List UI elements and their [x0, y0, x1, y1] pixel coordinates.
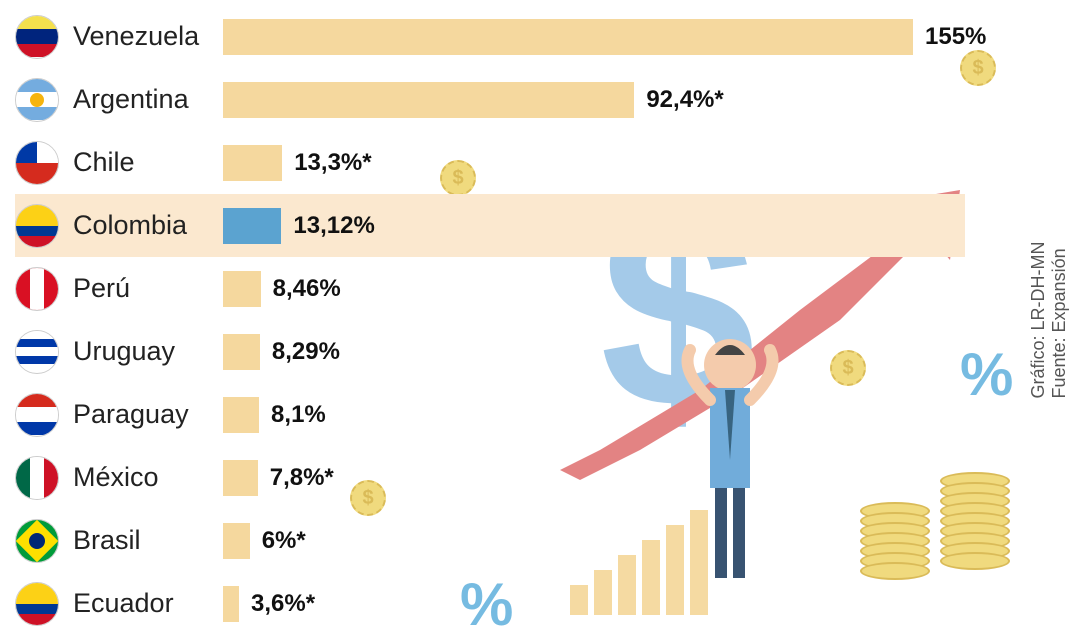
bar — [223, 82, 634, 118]
bar — [223, 208, 281, 244]
bar — [223, 145, 282, 181]
flag-icon — [15, 330, 59, 374]
bar-container: 8,29% — [223, 332, 965, 372]
bar — [223, 19, 913, 55]
flag-icon — [15, 267, 59, 311]
value-label: 13,12% — [293, 212, 374, 240]
chart-row: Colombia 13,12% — [15, 194, 965, 257]
bar — [223, 397, 259, 433]
value-label: 7,8%* — [270, 464, 334, 492]
bar-container: 7,8%* — [223, 458, 965, 498]
bar-container: 92,4%* — [223, 80, 965, 120]
value-label: 13,3%* — [294, 149, 371, 177]
chart-row: Argentina 92,4%* — [15, 68, 965, 131]
bar — [223, 523, 250, 559]
source-credit: Fuente: Expansión — [1049, 241, 1070, 398]
chart-row: Chile 13,3%* — [15, 131, 965, 194]
credits: Gráfico: LR-DH-MN Fuente: Expansión — [1028, 233, 1070, 406]
chart-row: Venezuela155% — [15, 5, 965, 68]
bar-container: 3,6%* — [223, 584, 965, 624]
value-label: 8,46% — [273, 275, 341, 303]
country-label: Uruguay — [73, 336, 223, 367]
flag-icon — [15, 204, 59, 248]
chart-row: Ecuador 3,6%* — [15, 572, 965, 635]
flag-icon — [15, 582, 59, 626]
bar-chart: Venezuela155%Argentina92,4%*Chile13,3%*C… — [15, 5, 965, 635]
flag-icon — [15, 519, 59, 563]
bar — [223, 460, 258, 496]
bar-container: 13,12% — [223, 206, 965, 246]
bar-container: 8,46% — [223, 269, 965, 309]
chart-row: Perú 8,46% — [15, 257, 965, 320]
country-label: Venezuela — [73, 21, 223, 52]
percent-icon: % — [960, 340, 1013, 409]
country-label: Brasil — [73, 525, 223, 556]
flag-icon — [15, 456, 59, 500]
chart-row: Uruguay 8,29% — [15, 320, 965, 383]
country-label: Chile — [73, 147, 223, 178]
value-label: 155% — [925, 23, 986, 51]
value-label: 3,6%* — [251, 590, 315, 618]
country-label: México — [73, 462, 223, 493]
bar — [223, 334, 260, 370]
bar — [223, 586, 239, 622]
flag-icon — [15, 141, 59, 185]
chart-row: Paraguay 8,1% — [15, 383, 965, 446]
flag-icon — [15, 15, 59, 59]
flag-icon — [15, 78, 59, 122]
chart-row: Brasil 6%* — [15, 509, 965, 572]
value-label: 92,4%* — [646, 86, 723, 114]
flag-icon — [15, 393, 59, 437]
country-label: Colombia — [73, 210, 223, 241]
bar — [223, 271, 261, 307]
value-label: 8,1% — [271, 401, 326, 429]
bar-container: 155% — [223, 17, 986, 57]
bar-container: 8,1% — [223, 395, 965, 435]
bar-container: 13,3%* — [223, 143, 965, 183]
value-label: 6%* — [262, 527, 306, 555]
chart-row: México 7,8%* — [15, 446, 965, 509]
bar-container: 6%* — [223, 521, 965, 561]
graphic-credit: Gráfico: LR-DH-MN — [1028, 241, 1049, 398]
country-label: Paraguay — [73, 399, 223, 430]
value-label: 8,29% — [272, 338, 340, 366]
country-label: Ecuador — [73, 588, 223, 619]
country-label: Perú — [73, 273, 223, 304]
country-label: Argentina — [73, 84, 223, 115]
